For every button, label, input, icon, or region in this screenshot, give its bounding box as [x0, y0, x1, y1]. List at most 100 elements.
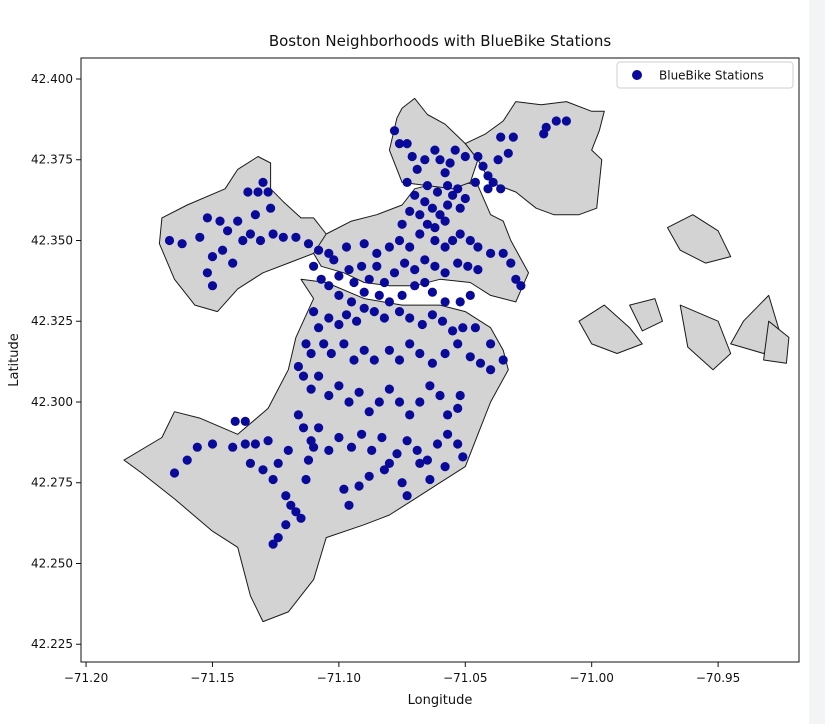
station-point — [440, 168, 450, 178]
station-point — [228, 258, 238, 268]
station-point — [268, 474, 278, 485]
station-point — [443, 410, 453, 420]
y-tick-label: 42.225 — [31, 637, 73, 651]
x-tick-label: −71.00 — [569, 671, 613, 685]
station-point — [349, 277, 359, 288]
station-point — [334, 432, 344, 443]
neighborhood-region-7 — [578, 304, 643, 354]
station-point — [420, 255, 430, 265]
station-point — [324, 390, 334, 401]
station-point — [420, 277, 430, 288]
station-point — [483, 171, 493, 181]
station-point — [379, 465, 389, 475]
station-point — [281, 491, 291, 501]
station-point — [443, 181, 453, 191]
station-point — [498, 355, 508, 365]
y-tick-label: 42.275 — [31, 476, 73, 490]
station-point — [245, 458, 255, 468]
plot-area — [80, 57, 800, 663]
station-point — [450, 145, 460, 155]
station-point — [369, 355, 379, 365]
station-point — [437, 316, 448, 326]
station-point — [344, 500, 354, 510]
station-point — [453, 339, 463, 349]
station-point — [334, 319, 344, 330]
x-tick-label: −71.15 — [190, 671, 234, 685]
station-point — [243, 187, 253, 197]
x-axis: −71.20 −71.15 −71.10 −71.05 −71.00 −70.95 — [64, 662, 740, 685]
station-point — [182, 455, 192, 465]
station-point — [561, 116, 572, 126]
station-point — [291, 507, 301, 517]
station-point — [316, 274, 326, 284]
station-point — [349, 355, 359, 365]
station-point — [384, 345, 394, 355]
station-point — [415, 229, 425, 239]
station-point — [440, 242, 450, 252]
station-point — [448, 190, 458, 200]
station-point — [402, 177, 412, 187]
station-point — [458, 323, 468, 333]
station-point — [389, 126, 400, 136]
station-point — [455, 297, 465, 307]
station-point — [334, 290, 344, 300]
station-point — [422, 455, 432, 465]
station-point — [430, 145, 440, 155]
station-point — [273, 533, 283, 543]
station-point — [402, 436, 412, 446]
station-point — [455, 390, 465, 401]
station-point — [448, 235, 458, 246]
station-point — [374, 290, 384, 300]
station-point — [448, 326, 458, 336]
station-point — [402, 491, 412, 501]
station-point — [374, 397, 384, 407]
plot-frame — [80, 57, 800, 663]
station-point — [443, 429, 453, 439]
station-point — [341, 242, 352, 252]
station-point — [440, 216, 450, 226]
station-point — [486, 248, 496, 258]
station-point — [394, 235, 405, 246]
station-point — [453, 403, 463, 413]
station-point — [488, 177, 498, 187]
station-point — [412, 445, 422, 455]
station-point — [230, 416, 240, 426]
station-point — [319, 339, 329, 349]
station-point — [394, 397, 405, 407]
station-point — [465, 235, 475, 246]
station-point — [240, 416, 250, 426]
station-point — [415, 397, 425, 407]
station-point — [392, 449, 402, 459]
station-point — [427, 358, 437, 368]
station-point — [410, 281, 420, 291]
station-point — [306, 348, 316, 359]
station-point — [455, 203, 465, 213]
station-point — [410, 265, 420, 275]
station-point — [473, 265, 483, 275]
station-point — [422, 181, 432, 191]
station-point — [427, 203, 437, 213]
station-point — [344, 397, 354, 407]
station-point — [202, 268, 212, 278]
station-point — [314, 423, 324, 433]
station-point — [263, 187, 273, 197]
station-point — [435, 155, 445, 165]
station-point — [250, 210, 260, 220]
station-point — [278, 232, 288, 242]
neighborhood-region-8 — [629, 298, 663, 332]
station-point — [511, 274, 521, 284]
station-point — [470, 177, 480, 187]
station-point — [425, 381, 435, 391]
station-point — [440, 297, 450, 307]
legend-box — [616, 61, 794, 89]
station-point — [281, 520, 291, 530]
station-point — [354, 481, 364, 491]
station-point — [283, 445, 293, 455]
station-point — [301, 339, 311, 349]
station-point — [389, 268, 400, 278]
station-point — [430, 261, 440, 271]
station-point — [301, 474, 311, 485]
station-point — [341, 310, 352, 320]
